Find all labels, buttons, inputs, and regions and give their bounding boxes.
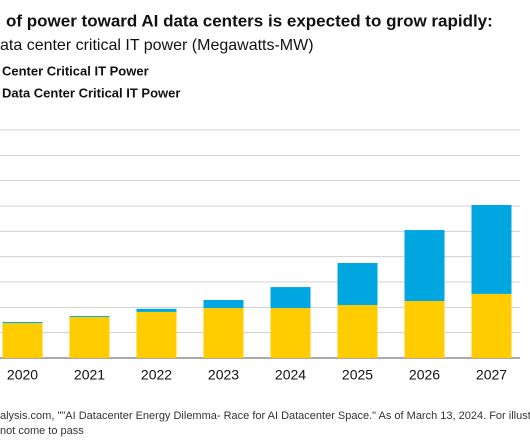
x-tick-label: 2022 (141, 367, 172, 383)
x-tick-label: 2026 (409, 367, 440, 383)
bar-segment (270, 308, 311, 358)
x-tick-label: 2021 (74, 367, 105, 383)
bar-segment (203, 299, 244, 309)
legend-label: Data Center Critical IT Power (2, 85, 180, 100)
legend-label: Center Critical IT Power (2, 63, 149, 78)
footnote: alysis.com, ""AI Datacenter Energy Dilem… (0, 410, 530, 422)
x-tick-label: 2020 (7, 367, 38, 383)
bar-segment (69, 316, 110, 358)
bar-segment (2, 323, 43, 358)
x-tick-label: 2024 (275, 367, 306, 383)
bar-segment (337, 263, 378, 306)
chart-title: of power toward AI data centers is expec… (6, 11, 493, 30)
bar-segment (471, 293, 512, 358)
bar-segment (136, 308, 177, 312)
x-tick-label: 2027 (476, 367, 507, 383)
bar-segment (337, 305, 378, 358)
bar-segment (2, 322, 43, 324)
bar-segment (404, 230, 445, 301)
bar-segment (471, 204, 512, 294)
bar-segment (404, 301, 445, 358)
bar-segment (270, 287, 311, 309)
bar-segment (136, 311, 177, 358)
bar-segment (203, 308, 244, 358)
chart-subtitle: ata center critical IT power (Megawatts-… (0, 37, 314, 54)
x-tick-label: 2023 (208, 367, 239, 383)
x-tick-label: 2025 (342, 367, 373, 383)
footnote: not come to pass (0, 425, 84, 437)
bar-segment (69, 315, 110, 317)
